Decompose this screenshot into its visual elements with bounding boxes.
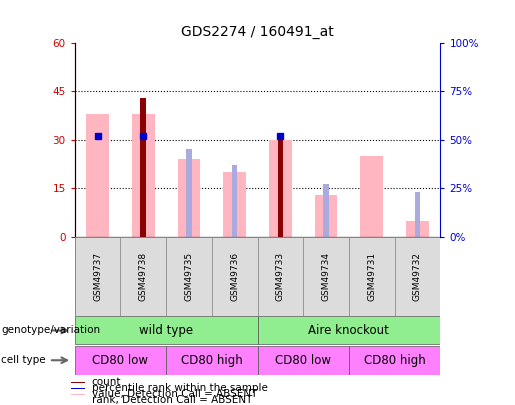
Bar [71,388,85,389]
Bar [75,316,258,345]
Text: GSM49735: GSM49735 [184,252,194,301]
Text: Aire knockout: Aire knockout [308,324,389,337]
Text: cell type: cell type [1,355,46,365]
Bar [278,136,283,237]
Bar [349,237,394,316]
Bar [315,195,337,237]
Text: GSM49737: GSM49737 [93,252,102,301]
Bar [71,400,85,401]
Text: GSM49734: GSM49734 [321,252,331,301]
Bar [132,114,154,237]
Bar [166,237,212,316]
Text: GSM49738: GSM49738 [139,252,148,301]
Text: rank, Detection Call = ABSENT: rank, Detection Call = ABSENT [92,395,252,405]
Text: CD80 low: CD80 low [92,354,148,367]
Bar [258,316,440,345]
Bar [71,382,85,383]
Bar [406,221,429,237]
Bar [360,156,383,237]
Text: GSM49732: GSM49732 [413,252,422,301]
Bar [212,237,258,316]
Text: CD80 high: CD80 high [364,354,425,367]
Bar [166,346,258,375]
Bar [178,159,200,237]
Bar [86,114,109,237]
Bar [141,98,146,237]
Bar [303,237,349,316]
Text: percentile rank within the sample: percentile rank within the sample [92,383,268,393]
Bar [121,237,166,316]
Text: CD80 low: CD80 low [275,354,331,367]
Bar [258,237,303,316]
Bar [75,346,166,375]
Text: genotype/variation: genotype/variation [1,326,100,335]
Bar [269,140,292,237]
Bar [323,184,329,237]
Title: GDS2274 / 160491_at: GDS2274 / 160491_at [181,25,334,39]
Text: wild type: wild type [139,324,193,337]
Text: CD80 high: CD80 high [181,354,243,367]
Bar [75,237,121,316]
Text: GSM49736: GSM49736 [230,252,239,301]
Text: count: count [92,377,121,388]
Text: GSM49731: GSM49731 [367,252,376,301]
Text: value, Detection Call = ABSENT: value, Detection Call = ABSENT [92,389,257,399]
Bar [394,237,440,316]
Bar [415,192,420,237]
Bar [223,172,246,237]
Bar [349,346,440,375]
Bar [186,149,192,237]
Text: GSM49733: GSM49733 [276,252,285,301]
Bar [258,346,349,375]
Bar [232,165,237,237]
